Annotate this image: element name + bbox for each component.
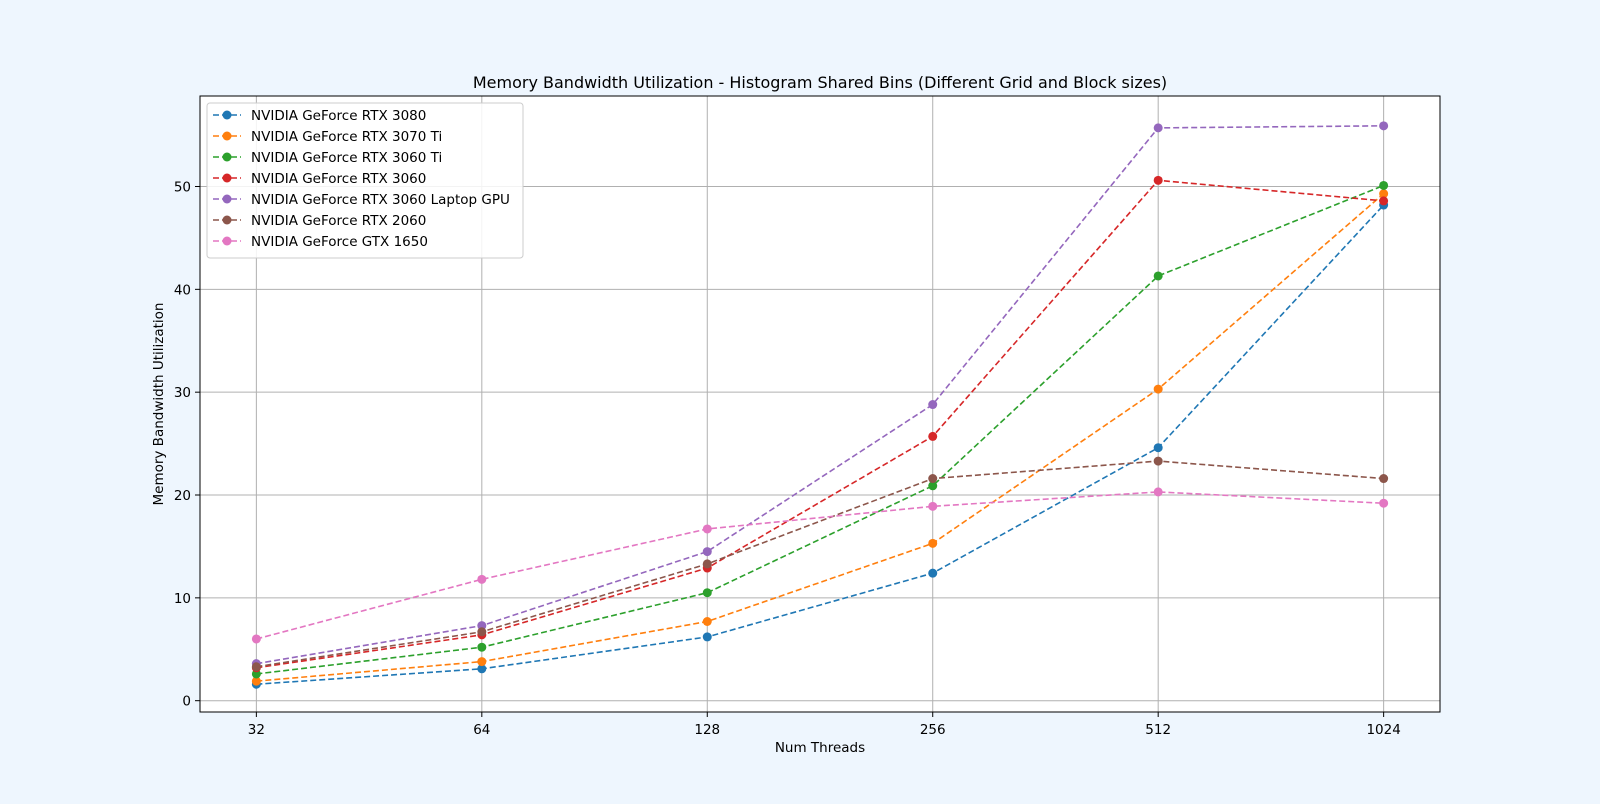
data-point [702, 559, 712, 569]
legend-marker [222, 131, 232, 141]
data-point [1379, 189, 1389, 199]
y-axis-label: Memory Bandwidth Utilization [151, 302, 167, 505]
legend-label: NVIDIA GeForce GTX 1650 [251, 234, 428, 250]
data-point [251, 669, 261, 679]
data-point [1379, 196, 1389, 206]
y-tick-label: 0 [182, 694, 191, 710]
data-point [702, 617, 712, 627]
data-point [251, 676, 261, 686]
series-6 [251, 456, 1389, 672]
data-point [702, 524, 712, 534]
x-tick-label: 32 [248, 722, 265, 738]
data-point [928, 474, 938, 484]
data-point [251, 634, 261, 644]
y-tick-label: 20 [174, 488, 191, 504]
legend-marker [222, 152, 232, 162]
legend-label: NVIDIA GeForce RTX 3080 [251, 108, 426, 124]
data-point [702, 632, 712, 642]
y-tick-label: 40 [174, 282, 191, 298]
legend-item: NVIDIA GeForce RTX 3080 [213, 108, 426, 124]
legend-item: NVIDIA GeForce RTX 3060 [213, 171, 426, 187]
x-tick-label: 512 [1145, 722, 1171, 738]
series-line [256, 204, 1385, 686]
series-line [256, 460, 1384, 668]
series-3 [251, 180, 1389, 679]
data-point [1379, 498, 1389, 508]
data-point [928, 538, 938, 548]
data-point [928, 501, 938, 511]
series-line [256, 491, 1384, 640]
legend-label: NVIDIA GeForce RTX 3060 Laptop GPU [251, 192, 510, 208]
data-point [928, 431, 938, 441]
data-point [477, 642, 487, 652]
data-point [1379, 180, 1389, 190]
grid [200, 96, 1440, 712]
legend-item: NVIDIA GeForce RTX 3060 Laptop GPU [213, 192, 510, 208]
legend-label: NVIDIA GeForce RTX 3060 [251, 171, 426, 187]
x-tick-label: 1024 [1366, 722, 1400, 738]
x-tick-label: 256 [920, 722, 946, 738]
y-tick-label: 50 [174, 179, 191, 195]
data-point [477, 657, 487, 667]
data-point [477, 574, 487, 584]
legend-label: NVIDIA GeForce RTX 2060 [251, 213, 426, 229]
series-2 [251, 189, 1389, 686]
series-line [256, 125, 1384, 665]
x-tick-label: 64 [473, 722, 490, 738]
legend-label: NVIDIA GeForce RTX 3060 Ti [251, 150, 442, 166]
data-point [928, 481, 938, 491]
x-axis-label: Num Threads [775, 740, 865, 756]
data-point [477, 627, 487, 637]
series-line [256, 184, 1384, 675]
data-point [1379, 121, 1389, 131]
data-point [1153, 487, 1163, 497]
plot-frame [199, 95, 1441, 713]
series-line [256, 179, 1384, 669]
axes: 32 64 128 256 512 1024 0 10 20 30 40 50 [174, 179, 1401, 738]
data-point [1153, 456, 1163, 466]
data-point [702, 547, 712, 557]
legend-item: NVIDIA GeForce RTX 3070 Ti [213, 129, 442, 145]
series-7 [251, 487, 1389, 644]
legend-marker [222, 236, 232, 246]
y-tick-label: 30 [174, 385, 191, 401]
data-point [928, 400, 938, 410]
legend-marker [222, 194, 232, 204]
series-group [251, 121, 1389, 689]
y-tick-label: 10 [174, 591, 191, 607]
series-5 [251, 121, 1389, 669]
legend-box [206, 102, 524, 259]
data-point [1153, 271, 1163, 281]
data-point [1153, 175, 1163, 185]
data-point [1153, 384, 1163, 394]
legend-item: NVIDIA GeForce RTX 3060 Ti [213, 150, 442, 166]
data-point [1379, 474, 1389, 484]
data-point [251, 662, 261, 672]
data-point [477, 621, 487, 631]
data-point [928, 568, 938, 578]
data-point [1153, 443, 1163, 453]
legend-marker [222, 110, 232, 120]
legend: NVIDIA GeForce RTX 3080 NVIDIA GeForce RT… [206, 102, 524, 259]
legend-marker [222, 215, 232, 225]
legend-marker [222, 173, 232, 183]
data-point [702, 588, 712, 598]
legend-item: NVIDIA GeForce RTX 2060 [213, 213, 426, 229]
data-point [1153, 123, 1163, 133]
legend-label: NVIDIA GeForce RTX 3070 Ti [251, 129, 442, 145]
x-tick-label: 128 [694, 722, 720, 738]
legend-item: NVIDIA GeForce GTX 1650 [213, 234, 428, 250]
data-point [477, 664, 487, 674]
chart-title: Memory Bandwidth Utilization - Histogram… [473, 73, 1167, 92]
